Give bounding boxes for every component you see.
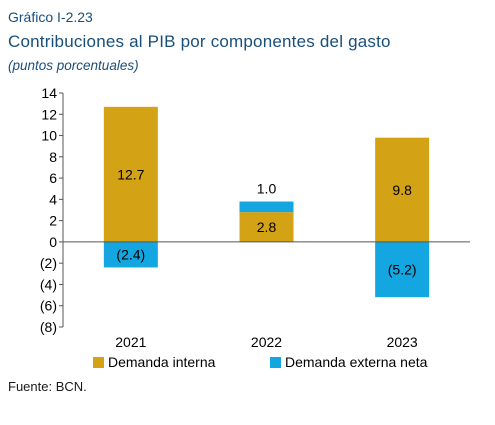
bar-demanda-externa-neta — [375, 241, 430, 298]
y-tick-label: 10 — [41, 128, 57, 144]
bar-demanda-externa-neta — [239, 201, 294, 213]
bar-demanda-interna — [103, 106, 158, 242]
data-label: 9.8 — [392, 182, 412, 198]
legend-label: Demanda interna — [108, 354, 216, 370]
y-tick-label: 2 — [49, 213, 57, 229]
y-tick-label: (8) — [40, 319, 57, 335]
y-tick-label: (4) — [40, 276, 57, 292]
y-tick-label: (6) — [40, 298, 57, 314]
bar-demanda-interna — [239, 212, 294, 242]
bar-demanda-externa-neta — [103, 241, 158, 268]
legend-swatch-demanda-interna — [93, 357, 104, 368]
chart-number-label: Gráfico I-2.23 — [8, 9, 93, 25]
y-tick-label: 0 — [49, 234, 57, 250]
data-label: 12.7 — [117, 166, 144, 182]
x-tick-label: 2021 — [115, 334, 146, 350]
data-label: (5.2) — [388, 262, 417, 278]
legend-swatch-demanda-externa-neta — [270, 357, 281, 368]
source-note: Fuente: BCN. — [8, 379, 87, 394]
y-tick-label: 14 — [41, 85, 57, 101]
data-label: 1.0 — [257, 180, 277, 196]
x-tick-label: 2022 — [251, 334, 282, 350]
chart-title: Contribuciones al PIB por componentes de… — [8, 32, 391, 51]
y-tick-label: 6 — [49, 170, 57, 186]
y-tick-label: 12 — [41, 106, 57, 122]
data-label: (2.4) — [116, 247, 145, 263]
x-tick-label: 2023 — [387, 334, 418, 350]
data-label: 2.8 — [257, 219, 277, 235]
y-tick-label: (2) — [40, 255, 57, 271]
legend-label: Demanda externa neta — [285, 354, 428, 370]
chart-subtitle: (puntos porcentuales) — [8, 58, 139, 73]
y-tick-label: 8 — [49, 149, 57, 165]
bar-demanda-interna — [375, 137, 430, 242]
y-tick-label: 4 — [49, 191, 57, 207]
